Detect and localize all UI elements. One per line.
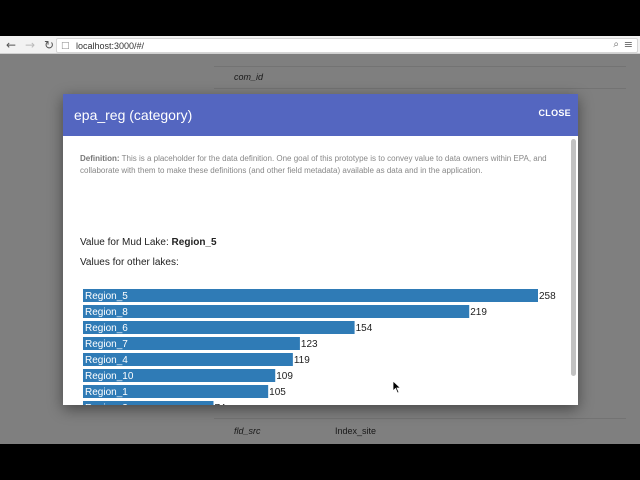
close-button[interactable]: CLOSE [538, 108, 571, 118]
bar-category-label: Region_6 [85, 323, 128, 334]
bar-category-label: Region_4 [85, 355, 128, 366]
bar-region_4[interactable] [83, 353, 293, 366]
bar-category-label: Region_8 [85, 307, 128, 318]
scrollbar[interactable] [571, 139, 576, 376]
address-bar[interactable]: □ localhost:3000/#/ ⌕ ≡ [56, 38, 638, 53]
bar-region_8[interactable] [83, 305, 470, 318]
reload-icon[interactable]: ↻ [43, 37, 55, 52]
bar-value-label: 74 [215, 403, 227, 405]
bar-category-label: Region_1 [85, 387, 128, 398]
bar-category-label: Region_7 [85, 339, 128, 350]
menu-icon[interactable]: ≡ [623, 38, 633, 51]
bar-value-label: 119 [294, 355, 310, 366]
modal-body: Definition: This is a placeholder for th… [63, 136, 578, 405]
other-values-label: Values for other lakes: [80, 257, 179, 268]
definition-text: Definition: This is a placeholder for th… [80, 153, 550, 177]
bar-value-label: 154 [356, 323, 373, 334]
bar-category-label: Region_3 [85, 403, 128, 405]
back-arrow-icon[interactable]: ← [5, 37, 17, 52]
current-value-line: Value for Mud Lake: Region_5 [80, 237, 217, 248]
bar-region_5[interactable] [83, 289, 538, 302]
bar-value-label: 219 [470, 307, 487, 318]
mouse-cursor-icon [392, 380, 402, 394]
url-text: localhost:3000/#/ [76, 40, 145, 51]
bar-region_1[interactable] [83, 385, 269, 398]
bar-value-label: 258 [539, 291, 556, 302]
bar-region_6[interactable] [83, 321, 355, 334]
browser-window: ← → ↻ □ localhost:3000/#/ ⌕ ≡ com_id fld… [0, 36, 640, 444]
bar-region_3[interactable] [83, 401, 214, 405]
browser-toolbar: ← → ↻ □ localhost:3000/#/ ⌕ ≡ [0, 36, 640, 54]
bar-region_10[interactable] [83, 369, 276, 382]
bar-value-label: 105 [269, 387, 286, 398]
zoom-icon[interactable]: ⌕ [613, 39, 619, 50]
current-value: Region_5 [171, 237, 217, 248]
definition-body: This is a placeholder for the data defin… [80, 154, 547, 175]
definition-label: Definition: [80, 154, 120, 163]
bar-category-label: Region_5 [85, 291, 128, 302]
forward-arrow-icon[interactable]: → [24, 37, 36, 52]
modal-title: epa_reg (category) [74, 107, 193, 123]
bar-category-label: Region_10 [85, 371, 134, 382]
modal-header: epa_reg (category) CLOSE [63, 94, 578, 136]
bar-region_7[interactable] [83, 337, 300, 350]
page-icon: □ [61, 40, 70, 51]
bar-value-label: 123 [301, 339, 318, 350]
field-detail-modal: epa_reg (category) CLOSE Definition: Thi… [63, 94, 578, 405]
value-prefix: Value for Mud Lake: [80, 237, 169, 248]
values-bar-chart: Region_5 258 Region_8 219 Region_6 154 Region_… [83, 289, 556, 405]
bar-value-label: 109 [276, 371, 293, 382]
